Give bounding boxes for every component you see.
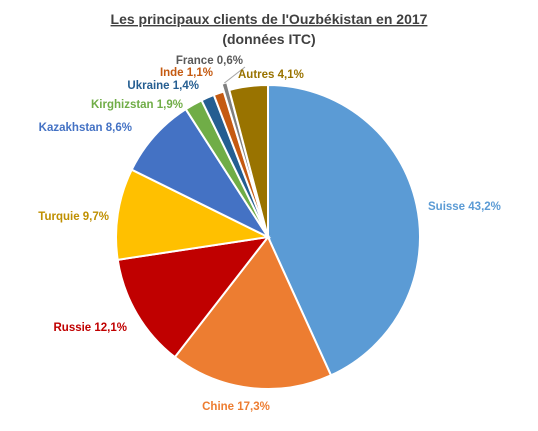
slice-label-russie: Russie 12,1% [53, 322, 127, 334]
slice-label-suisse: Suisse 43,2% [428, 201, 501, 213]
pie-slices [115, 81, 421, 390]
slice-label-autres: Autres 4,1% [238, 69, 304, 81]
chart-title: Les principaux clients de l'Ouzbékistan … [111, 11, 428, 27]
leader-lines [224, 66, 246, 84]
slice-label-france: France 0,6% [176, 55, 243, 67]
pie-slice-autres [228, 83, 269, 238]
slice-label-kazakhstan: Kazakhstan 8,6% [39, 122, 132, 134]
pie-slice-russie [116, 235, 271, 359]
slice-label-turquie: Turquie 9,7% [38, 211, 109, 223]
slice-labels: Suisse 43,2% Chine 17,3% Russie 12,1% Turqu… [38, 55, 501, 413]
pie-slice-chine [173, 235, 333, 390]
pie-slice-suisse [267, 83, 421, 377]
slice-label-chine: Chine 17,3% [202, 401, 270, 413]
slice-label-inde: Inde 1,1% [160, 67, 213, 79]
chart-subtitle: (données ITC) [222, 31, 315, 47]
leader-line-france [224, 66, 246, 84]
pie-slice-turquie [115, 168, 272, 261]
slice-label-kirghizstan: Kirghizstan 1,9% [91, 99, 183, 111]
slice-label-ukraine: Ukraine 1,4% [127, 80, 199, 92]
